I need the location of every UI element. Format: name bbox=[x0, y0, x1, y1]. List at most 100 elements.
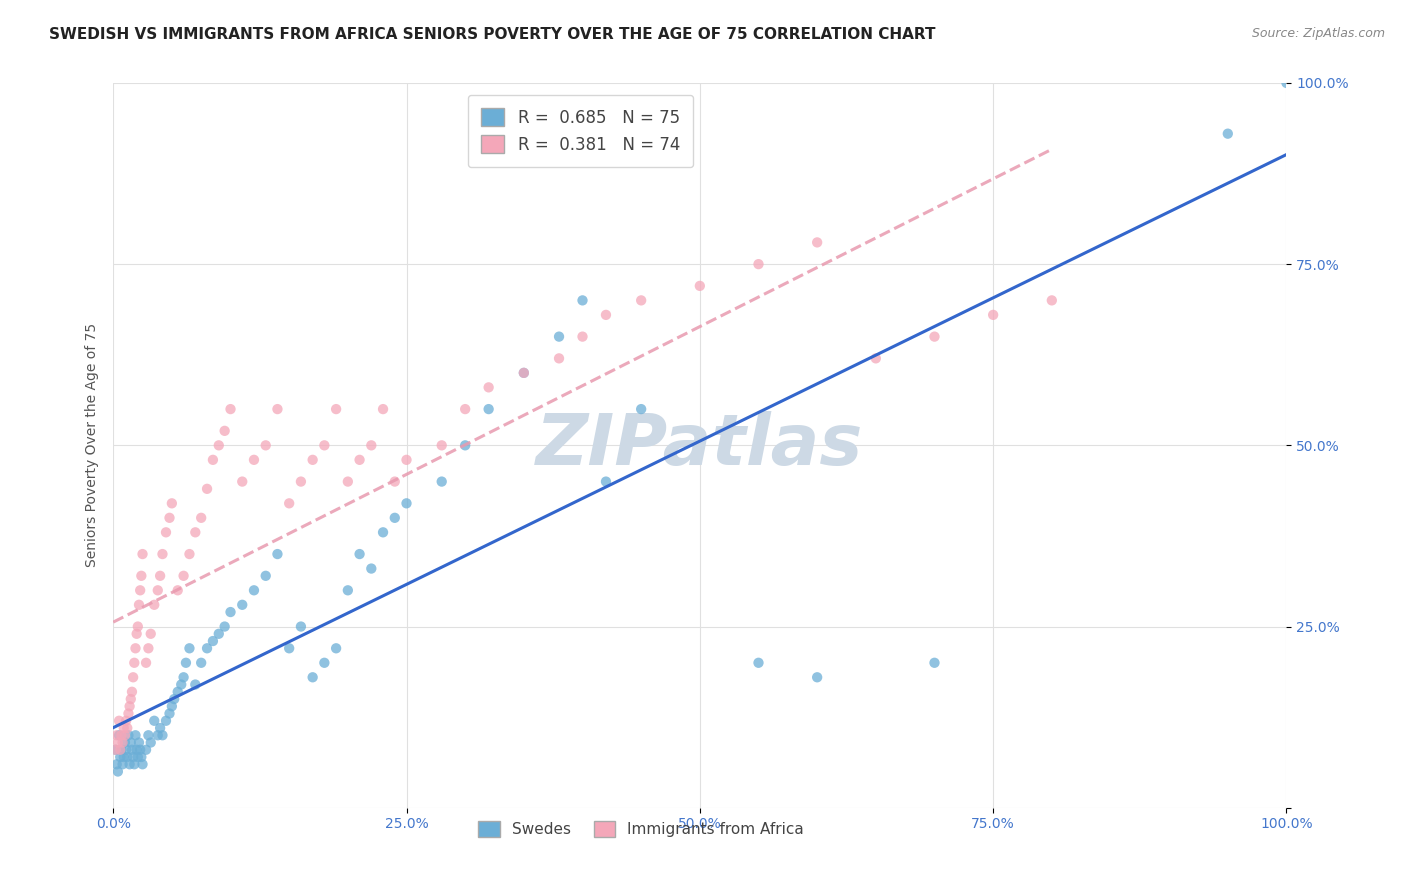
Point bbox=[201, 634, 224, 648]
Point bbox=[231, 475, 253, 489]
Point bbox=[184, 525, 207, 540]
Point bbox=[174, 656, 197, 670]
Point bbox=[107, 764, 129, 779]
Point bbox=[243, 583, 266, 598]
Point bbox=[548, 351, 571, 366]
Point bbox=[231, 598, 253, 612]
Point bbox=[747, 257, 769, 271]
Point bbox=[360, 438, 382, 452]
Point bbox=[143, 714, 166, 728]
Point bbox=[121, 743, 143, 757]
Point bbox=[179, 547, 201, 561]
Point bbox=[208, 627, 231, 641]
Point bbox=[135, 743, 157, 757]
Point bbox=[806, 670, 828, 684]
Point bbox=[208, 438, 231, 452]
Point bbox=[124, 641, 146, 656]
Point bbox=[128, 598, 150, 612]
Point bbox=[266, 402, 288, 417]
Point bbox=[430, 438, 453, 452]
Point bbox=[301, 670, 323, 684]
Text: SWEDISH VS IMMIGRANTS FROM AFRICA SENIORS POVERTY OVER THE AGE OF 75 CORRELATION: SWEDISH VS IMMIGRANTS FROM AFRICA SENIOR… bbox=[49, 27, 936, 42]
Point bbox=[190, 656, 212, 670]
Point bbox=[1216, 127, 1239, 141]
Point bbox=[349, 453, 371, 467]
Point bbox=[243, 453, 266, 467]
Point bbox=[160, 496, 183, 510]
Point bbox=[595, 475, 617, 489]
Point bbox=[117, 728, 139, 742]
Point bbox=[254, 569, 277, 583]
Point bbox=[314, 656, 336, 670]
Point bbox=[865, 351, 887, 366]
Point bbox=[1040, 293, 1063, 308]
Point bbox=[115, 743, 138, 757]
Point bbox=[120, 735, 142, 749]
Point bbox=[166, 685, 188, 699]
Point bbox=[266, 547, 288, 561]
Point bbox=[110, 728, 132, 742]
Point bbox=[131, 750, 153, 764]
Point bbox=[111, 735, 134, 749]
Point bbox=[124, 757, 146, 772]
Point bbox=[163, 692, 186, 706]
Point bbox=[301, 453, 323, 467]
Point bbox=[138, 641, 160, 656]
Point bbox=[115, 714, 138, 728]
Point bbox=[110, 743, 132, 757]
Point bbox=[254, 438, 277, 452]
Point bbox=[114, 728, 136, 742]
Point bbox=[384, 475, 406, 489]
Point bbox=[124, 728, 146, 742]
Point bbox=[924, 656, 946, 670]
Point bbox=[124, 656, 146, 670]
Point bbox=[170, 677, 193, 691]
Point bbox=[114, 735, 136, 749]
Text: ZIPatlas: ZIPatlas bbox=[536, 411, 863, 480]
Point bbox=[131, 757, 153, 772]
Point bbox=[278, 641, 301, 656]
Point bbox=[571, 329, 593, 343]
Point bbox=[129, 743, 152, 757]
Point bbox=[110, 750, 132, 764]
Point bbox=[108, 714, 131, 728]
Point bbox=[149, 569, 172, 583]
Point bbox=[129, 583, 152, 598]
Point bbox=[139, 735, 162, 749]
Point bbox=[121, 685, 143, 699]
Y-axis label: Seniors Poverty Over the Age of 75: Seniors Poverty Over the Age of 75 bbox=[86, 323, 100, 567]
Point bbox=[122, 750, 145, 764]
Point bbox=[219, 605, 242, 619]
Point bbox=[104, 743, 127, 757]
Point bbox=[120, 692, 142, 706]
Point bbox=[138, 728, 160, 742]
Point bbox=[179, 641, 201, 656]
Point bbox=[478, 402, 501, 417]
Point bbox=[595, 308, 617, 322]
Point bbox=[112, 721, 135, 735]
Point bbox=[135, 656, 157, 670]
Point bbox=[806, 235, 828, 250]
Point bbox=[149, 721, 172, 735]
Point bbox=[981, 308, 1004, 322]
Point bbox=[118, 757, 141, 772]
Point bbox=[548, 329, 571, 343]
Point bbox=[173, 670, 195, 684]
Point bbox=[454, 438, 477, 452]
Point bbox=[201, 453, 224, 467]
Point bbox=[166, 583, 188, 598]
Point bbox=[146, 583, 169, 598]
Point bbox=[155, 714, 177, 728]
Point bbox=[131, 547, 153, 561]
Point bbox=[128, 735, 150, 749]
Point bbox=[371, 525, 394, 540]
Point bbox=[314, 438, 336, 452]
Point bbox=[454, 402, 477, 417]
Point bbox=[395, 453, 418, 467]
Point bbox=[173, 569, 195, 583]
Point bbox=[336, 583, 359, 598]
Point bbox=[152, 728, 174, 742]
Point bbox=[160, 699, 183, 714]
Point bbox=[430, 475, 453, 489]
Point bbox=[146, 728, 169, 742]
